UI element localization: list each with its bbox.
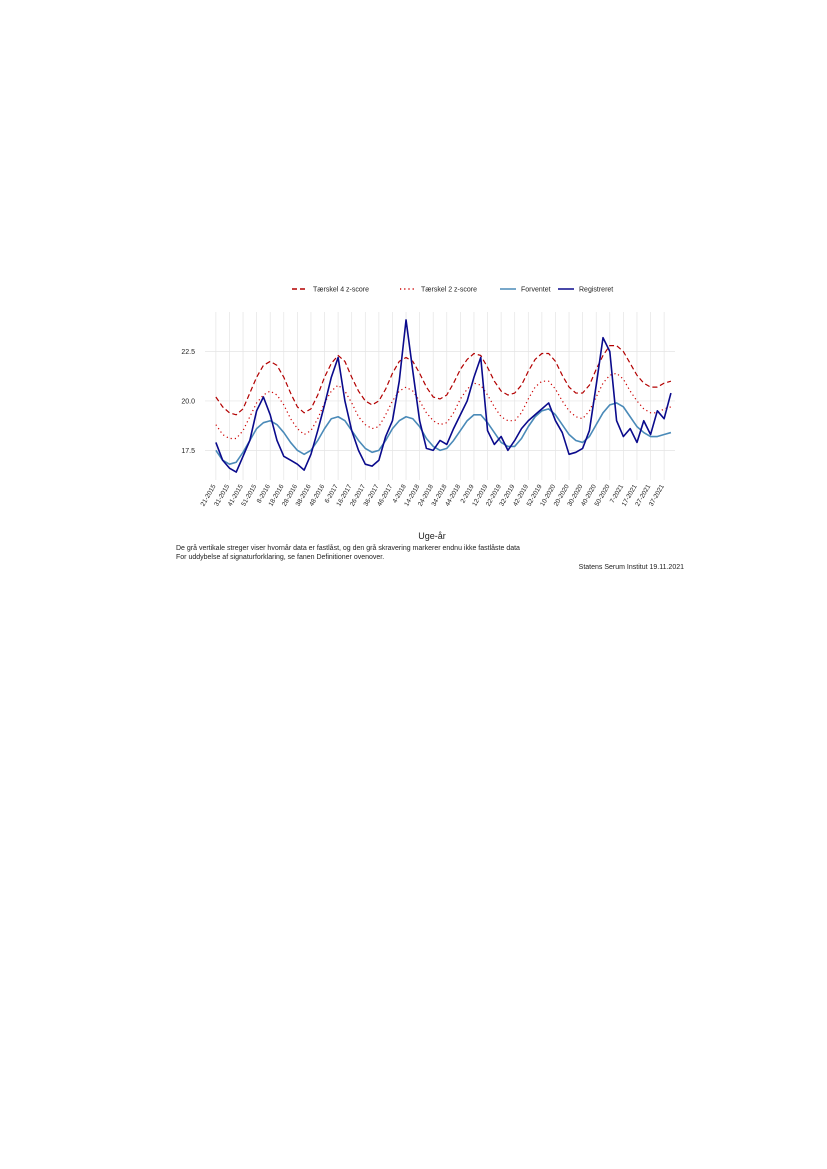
legend-label: Registreret xyxy=(579,287,613,294)
caption: For uddybelse af signaturforklaring, se … xyxy=(176,554,384,561)
caption: De grå vertikale streger viser hvornår d… xyxy=(176,544,520,552)
series-line xyxy=(215,402,672,465)
legend-item: Forventet xyxy=(500,287,551,294)
legend-label: Tærskel 4 z-score xyxy=(313,287,369,294)
series-line xyxy=(215,319,672,473)
y-tick-label: 20.0 xyxy=(181,398,195,405)
y-tick-label: 17.5 xyxy=(181,448,195,455)
series-line xyxy=(215,372,672,440)
x-axis-label: Uge-år xyxy=(418,531,446,541)
y-tick-label: 22.5 xyxy=(181,349,195,356)
legend-label: Tærskel 2 z-score xyxy=(421,287,477,294)
legend-item: Registreret xyxy=(558,287,613,294)
source: Statens Serum Institut 19.11.2021 xyxy=(579,564,684,571)
legend-label: Forventet xyxy=(521,287,551,294)
legend-item: Tærskel 4 z-score xyxy=(292,287,369,294)
series-line xyxy=(215,345,672,416)
legend-item: Tærskel 2 z-score xyxy=(400,287,477,294)
